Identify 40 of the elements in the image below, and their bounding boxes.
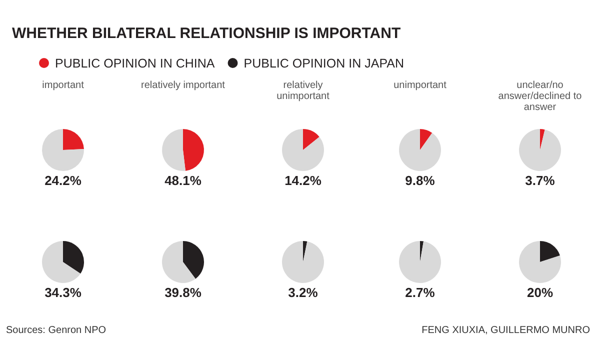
text: 20% — [526, 285, 554, 300]
chart-title: unclear/no answer/declined to answer — [498, 80, 582, 113]
pie-slice — [399, 129, 441, 171]
pie-slice — [183, 241, 204, 279]
pie-slice — [42, 241, 81, 283]
pie-slice — [540, 241, 560, 262]
chart-title: relatively unimportant — [276, 80, 330, 102]
pie-slice — [519, 129, 561, 171]
text: 24.2% — [44, 173, 82, 188]
pie-slice — [63, 129, 84, 150]
text: WHETHER BILATERAL RELATIONSHIP IS IMPORTANT — [12, 25, 401, 42]
pie-slice — [519, 241, 561, 283]
text: 48.1% — [164, 173, 202, 188]
pie-slice — [282, 129, 324, 171]
pie-slice — [420, 241, 424, 262]
text: 3.7% — [525, 173, 556, 188]
pie-slice — [540, 129, 545, 150]
pie-slice — [282, 241, 324, 283]
chart-title: important — [42, 80, 84, 91]
pie-slice — [42, 129, 84, 171]
text: 39.8% — [164, 285, 202, 300]
chart-title: unimportant — [394, 80, 447, 91]
pie-slice — [399, 241, 442, 283]
source-note: Sources: Genron NPO — [6, 325, 106, 336]
category-label: PUBLIC OPINION IN CHINA — [55, 56, 216, 70]
text: 9.8% — [405, 173, 436, 188]
pie-slice — [420, 129, 432, 150]
pie-slice — [183, 129, 204, 171]
pie-slice — [303, 129, 320, 150]
text: 14.2% — [284, 173, 322, 188]
text: FENG XIUXIA, GUILLERMO MUNRO — [422, 325, 590, 336]
pie-slice — [63, 241, 84, 274]
chart-title: relatively important — [141, 80, 226, 91]
pie-slice — [162, 129, 186, 171]
text: 34.3% — [44, 285, 82, 300]
category-label: PUBLIC OPINION IN JAPAN — [244, 56, 404, 70]
pie-slice — [303, 241, 308, 262]
pie-slice — [162, 241, 196, 283]
text: 2.7% — [405, 285, 436, 300]
text: 3.2% — [288, 285, 318, 300]
